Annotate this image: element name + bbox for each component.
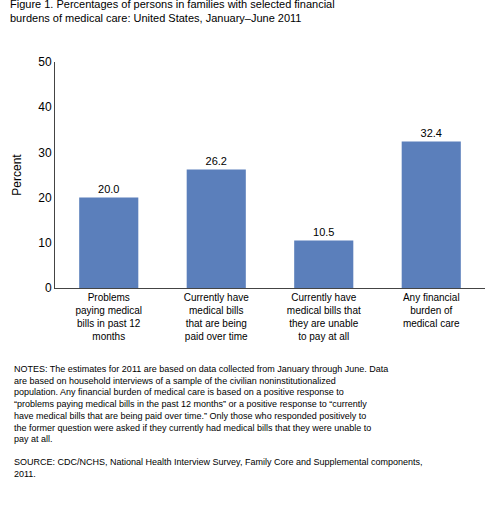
- svg-text:NOTES: The estimates for 2011: NOTES: The estimates for 2011 are based …: [14, 364, 388, 444]
- svg-text:20.0: 20.0: [98, 183, 119, 195]
- svg-text:10: 10: [38, 236, 52, 250]
- svg-text:32.4: 32.4: [421, 127, 442, 139]
- svg-text:Percent: Percent: [10, 154, 24, 196]
- svg-text:40: 40: [38, 100, 52, 114]
- svg-text:10.5: 10.5: [313, 226, 334, 238]
- svg-text:50: 50: [38, 55, 52, 69]
- svg-text:0: 0: [45, 281, 52, 295]
- svg-text:Problemspaying medicalbills in: Problemspaying medicalbills in past 12mo…: [75, 292, 142, 342]
- svg-text:SOURCE: CDC/NCHS, National Hea: SOURCE: CDC/NCHS, National Health Interv…: [14, 457, 423, 479]
- svg-text:Currently havemedical bills th: Currently havemedical bills thatthey are…: [287, 292, 361, 342]
- svg-text:Figure 1. Percentages of perso: Figure 1. Percentages of persons in fami…: [10, 0, 335, 24]
- svg-text:20: 20: [38, 191, 52, 205]
- svg-text:Any financialburden ofmedical: Any financialburden ofmedical care: [403, 292, 460, 329]
- svg-text:26.2: 26.2: [206, 155, 227, 167]
- svg-text:30: 30: [38, 146, 52, 160]
- svg-text:Currently havemedical billstha: Currently havemedical billsthat are bein…: [184, 292, 249, 342]
